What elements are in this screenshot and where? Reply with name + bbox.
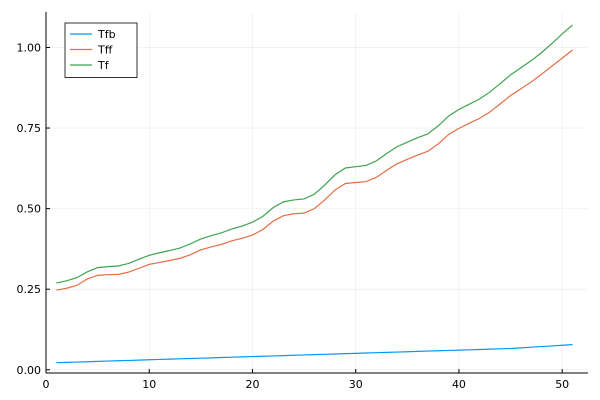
y-tick-label: 0.75 xyxy=(17,122,42,135)
x-ticks: 0 10 20 30 40 50 xyxy=(43,369,569,391)
legend: Tfb Tff Tf xyxy=(64,22,138,78)
x-tick-label: 40 xyxy=(452,378,466,391)
x-tick-label: 10 xyxy=(142,378,156,391)
x-tick-label: 20 xyxy=(245,378,259,391)
legend-label-tf: Tf xyxy=(97,59,110,72)
x-tick-label: 50 xyxy=(555,378,569,391)
y-tick-label: 0.00 xyxy=(17,364,42,377)
y-tick-label: 0.25 xyxy=(17,283,42,296)
y-tick-label: 0.50 xyxy=(17,203,42,216)
series xyxy=(56,24,573,364)
series-line-tfb xyxy=(56,344,573,364)
x-tick-label: 30 xyxy=(349,378,363,391)
series-line-tff xyxy=(56,49,573,291)
legend-box xyxy=(64,22,138,78)
axes xyxy=(45,12,588,374)
legend-label-tfb: Tfb xyxy=(97,28,116,41)
series-line-tf xyxy=(56,24,573,284)
y-ticks: 0.00 0.25 0.50 0.75 1.00 xyxy=(17,41,50,377)
x-tick-label: 0 xyxy=(43,378,50,391)
legend-label-tff: Tff xyxy=(97,44,113,57)
y-tick-label: 1.00 xyxy=(17,41,42,54)
